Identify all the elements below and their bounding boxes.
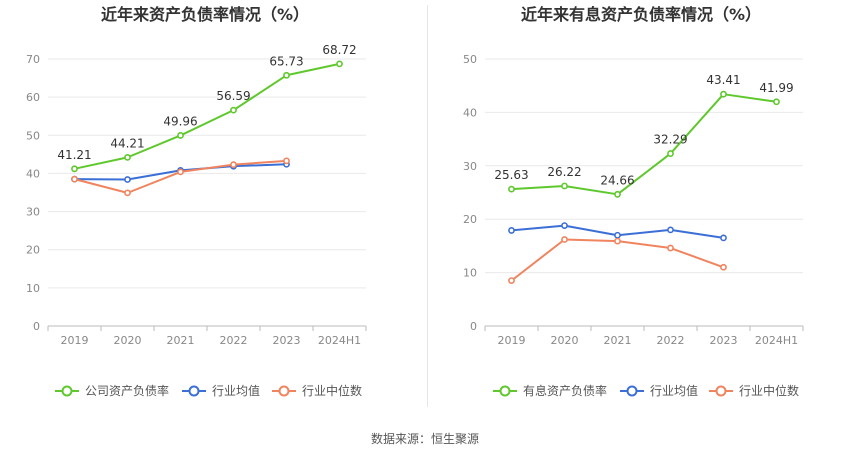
x-tick-label: 2020 (114, 334, 142, 347)
legend-label: 公司资产负债率 (85, 383, 169, 398)
x-tick-label: 2021 (604, 334, 632, 347)
x-tick-label: 2024H1 (755, 334, 798, 347)
data-label: 24.66 (600, 173, 634, 187)
chart-title-2: 近年来有息资产负债率情况（%） (521, 5, 761, 24)
data-label: 41.21 (57, 148, 91, 162)
data-point-company (336, 60, 343, 68)
data-point-industry_avg (667, 226, 674, 234)
data-label: 25.63 (494, 168, 528, 182)
y-tick-label: 70 (26, 53, 40, 66)
data-label: 32.29 (653, 133, 687, 147)
series-line-company (511, 93, 777, 196)
y-tick-label: 50 (463, 53, 477, 66)
legend-swatch-marker (626, 385, 638, 397)
legend-swatch-marker (499, 385, 511, 397)
x-tick-label: 2020 (551, 334, 579, 347)
data-point-company (230, 106, 237, 114)
data-label: 41.99 (759, 81, 793, 95)
x-tick-label: 2022 (657, 334, 685, 347)
data-source-label: 数据来源：恒生聚源 (370, 432, 479, 446)
y-tick-label: 10 (463, 267, 477, 280)
data-point-industry_median (177, 168, 184, 176)
data-point-industry_median (230, 161, 237, 169)
y-tick-label: 0 (470, 320, 477, 333)
data-point-industry_avg (508, 227, 515, 234)
data-point-company (614, 190, 621, 198)
x-tick-label: 2023 (710, 334, 738, 347)
legend-swatch-marker (188, 385, 200, 397)
data-label: 65.73 (269, 54, 303, 68)
x-tick-label: 2024H1 (318, 334, 361, 347)
data-point-industry_median (508, 277, 515, 285)
data-point-industry_median (283, 157, 290, 165)
data-label: 56.59 (216, 89, 250, 103)
series-line-industry_median (510, 238, 724, 282)
data-label: 68.72 (322, 43, 356, 57)
x-tick-label: 2019 (498, 334, 526, 347)
legend-label: 行业均值 (212, 383, 260, 398)
data-point-company (773, 98, 780, 106)
data-label: 43.41 (706, 73, 740, 87)
data-point-company (124, 153, 131, 161)
x-tick-label: 2021 (167, 334, 195, 347)
y-tick-label: 30 (463, 160, 477, 173)
data-label: 49.96 (163, 114, 197, 128)
data-point-industry_avg (124, 176, 131, 183)
series-line-company (74, 62, 340, 170)
chart-title-1: 近年来资产负债率情况（%） (101, 5, 309, 24)
data-point-company (177, 132, 184, 139)
legend-label: 行业中位数 (739, 383, 799, 398)
y-tick-label: 60 (26, 91, 40, 104)
x-tick-label: 2022 (220, 334, 248, 347)
legend-label: 行业均值 (650, 383, 698, 398)
legend-swatch-marker (278, 385, 290, 397)
data-point-industry_median (667, 244, 674, 252)
y-tick-label: 50 (26, 129, 40, 142)
data-point-company (667, 150, 674, 157)
data-point-industry_avg (614, 231, 621, 239)
data-point-industry_median (614, 237, 621, 245)
data-point-industry_avg (561, 222, 568, 230)
y-tick-label: 40 (26, 167, 40, 180)
data-point-industry_median (124, 189, 131, 197)
x-tick-label: 2019 (61, 334, 89, 347)
y-tick-label: 20 (463, 213, 477, 226)
y-tick-label: 0 (33, 320, 40, 333)
y-tick-label: 40 (463, 106, 477, 119)
data-label: 44.21 (110, 136, 144, 150)
data-point-industry_median (71, 175, 78, 183)
legend-swatch-marker (715, 385, 727, 397)
y-tick-label: 30 (26, 206, 40, 219)
y-tick-label: 10 (26, 282, 40, 295)
legend-swatch-marker (61, 385, 73, 397)
data-point-industry_median (561, 236, 568, 243)
data-point-industry_median (720, 263, 727, 271)
data-point-industry_avg (720, 234, 727, 242)
legend-label: 行业中位数 (302, 383, 362, 398)
data-point-company (508, 185, 515, 193)
data-point-company (561, 182, 568, 190)
legend-label: 有息资产负债率 (523, 383, 607, 398)
data-point-company (720, 90, 727, 98)
panel-divider (427, 5, 428, 407)
y-tick-label: 20 (26, 244, 40, 257)
data-label: 26.22 (547, 165, 581, 179)
data-point-company (283, 71, 290, 79)
data-point-company (71, 165, 78, 173)
x-tick-label: 2023 (273, 334, 301, 347)
